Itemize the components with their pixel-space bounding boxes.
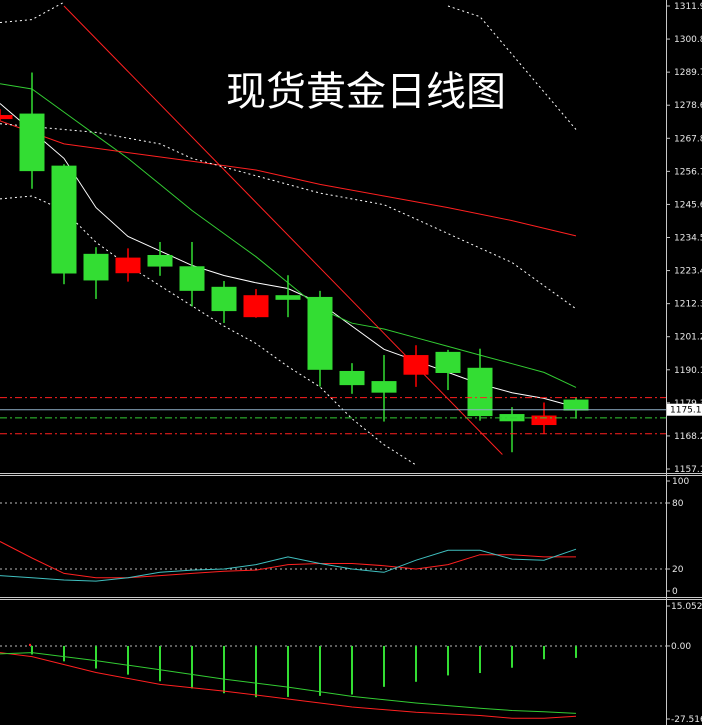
price-axis: 1311.90 1300.80 1289.70 1278.60 1267.80 1256.… bbox=[666, 2, 702, 475]
oscillator-2-tick-label: 15.0523 bbox=[671, 602, 702, 612]
candle-12 bbox=[371, 355, 397, 422]
candle-body bbox=[211, 286, 237, 312]
candle-5 bbox=[147, 241, 173, 276]
price-tick-label: 1168.20 bbox=[674, 432, 702, 442]
candle-body bbox=[371, 381, 397, 393]
overlay-line-4 bbox=[0, 1, 65, 23]
chart-title: 现货黄金日线图 bbox=[226, 69, 506, 115]
candle-7 bbox=[211, 281, 237, 323]
oscillator-1-axis: 100 80 20 0 bbox=[666, 477, 689, 597]
candle-body bbox=[51, 165, 77, 274]
oscillator-1-line-0 bbox=[0, 541, 576, 579]
candle-body bbox=[563, 399, 589, 411]
candle-body bbox=[531, 415, 557, 426]
candle-body bbox=[339, 370, 365, 386]
candle-14 bbox=[435, 349, 461, 391]
candle-4 bbox=[115, 248, 141, 282]
candle-body bbox=[403, 355, 429, 375]
oscillator-1-tick-label: 0 bbox=[672, 587, 678, 597]
price-tick-label: 1157.10 bbox=[674, 465, 702, 475]
candle-10 bbox=[307, 290, 333, 387]
price-tick-label: 1245.60 bbox=[674, 200, 702, 210]
horizontal-levels bbox=[0, 397, 666, 435]
candle-body bbox=[0, 115, 13, 120]
candle-11 bbox=[339, 363, 365, 394]
oscillator-1 bbox=[0, 502, 666, 582]
candle-body bbox=[435, 351, 461, 373]
candle-9 bbox=[275, 275, 301, 318]
oscillator-1-tick-label: 80 bbox=[672, 499, 684, 509]
price-tick-label: 1256.70 bbox=[674, 167, 702, 177]
price-tick-label: 1190.10 bbox=[674, 366, 702, 376]
oscillator-1-line-1 bbox=[0, 548, 577, 582]
oscillator-2-line-1 bbox=[0, 652, 577, 714]
current-price-box bbox=[667, 403, 702, 416]
candle-body bbox=[179, 266, 205, 291]
candlesticks bbox=[0, 72, 589, 453]
price-tick-label: 1289.70 bbox=[674, 68, 702, 78]
candle-1 bbox=[19, 72, 45, 189]
oscillator-1-tick-label: 20 bbox=[672, 565, 684, 575]
current-price-label: 1175.10 bbox=[670, 406, 702, 416]
candle-15 bbox=[467, 348, 493, 421]
candle-body bbox=[115, 257, 141, 274]
overlay-line-6 bbox=[0, 123, 577, 310]
oscillator-2-line-0 bbox=[0, 652, 577, 719]
oscillator-2-axis: 15.0523 0.00 -27.5167 bbox=[666, 602, 702, 725]
candle-body bbox=[275, 295, 301, 300]
candle-body bbox=[19, 113, 45, 172]
overlay-line-2 bbox=[0, 120, 577, 237]
candle-body bbox=[307, 296, 333, 370]
candle-body bbox=[147, 254, 173, 267]
candle-6 bbox=[179, 241, 205, 307]
candle-8 bbox=[243, 289, 269, 318]
candle-18 bbox=[563, 396, 589, 419]
oscillator-2 bbox=[0, 643, 666, 719]
current-price-marker: 1175.10 bbox=[667, 403, 702, 416]
overlay-line-7 bbox=[0, 195, 417, 466]
candle-body bbox=[467, 367, 493, 417]
candle-body bbox=[83, 253, 109, 281]
price-tick-label: 1212.30 bbox=[674, 300, 702, 310]
candle-2 bbox=[51, 164, 77, 285]
price-tick-label: 1267.80 bbox=[674, 134, 702, 144]
price-tick-label: 1223.40 bbox=[674, 267, 702, 277]
candle-13 bbox=[403, 345, 429, 387]
oscillator-1-tick-label: 100 bbox=[672, 477, 689, 487]
oscillator-2-tick-label: 0.00 bbox=[671, 642, 691, 652]
price-tick-label: 1278.60 bbox=[674, 101, 702, 111]
candle-16 bbox=[499, 407, 525, 453]
price-tick-label: 1201.20 bbox=[674, 333, 702, 343]
price-tick-label: 1234.50 bbox=[674, 234, 702, 244]
overlay-line-3 bbox=[63, 5, 503, 455]
candle-3 bbox=[83, 247, 109, 299]
price-tick-label: 1311.90 bbox=[674, 2, 702, 12]
oscillator-2-tick-label: -27.5167 bbox=[671, 715, 702, 725]
candle-0 bbox=[0, 109, 13, 121]
candle-body bbox=[243, 295, 269, 318]
price-tick-label: 1300.80 bbox=[674, 35, 702, 45]
